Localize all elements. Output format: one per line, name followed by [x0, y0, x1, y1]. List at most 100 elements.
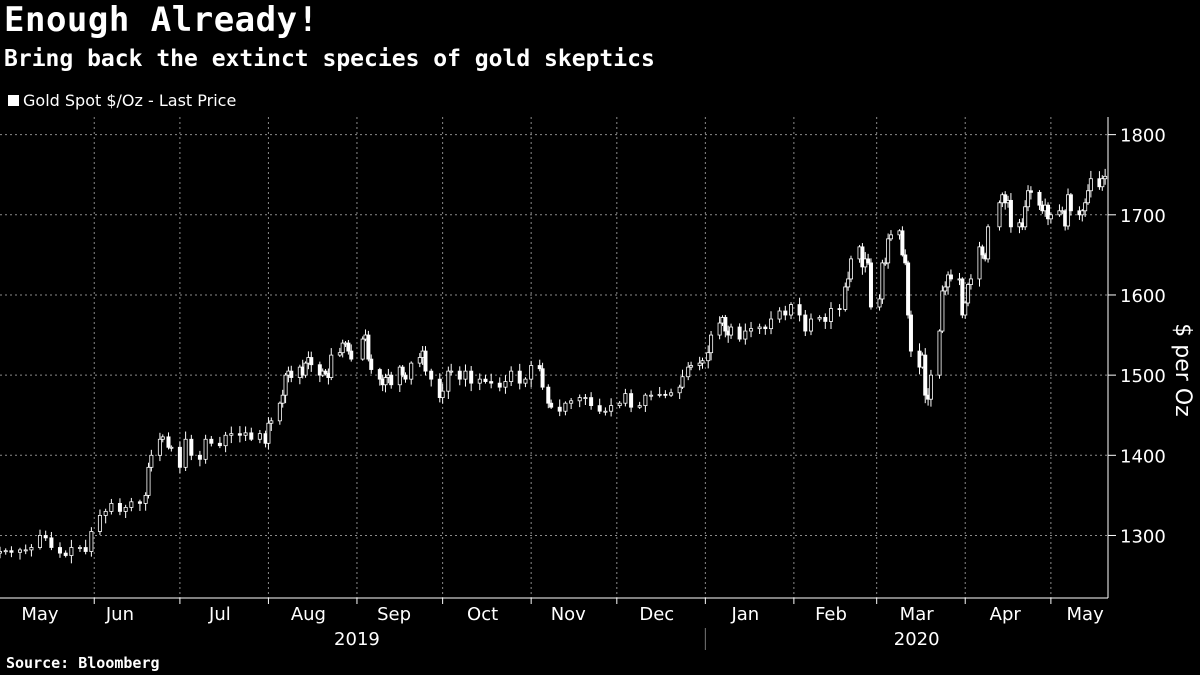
chart-title: Enough Already! [4, 0, 319, 40]
candle [706, 345, 711, 369]
candle [583, 394, 588, 406]
candle-body [743, 330, 748, 340]
candle [477, 373, 482, 391]
candle-body [1046, 204, 1051, 220]
candle-body [546, 386, 551, 404]
candle [166, 432, 171, 450]
candle [437, 373, 442, 403]
candle-body [366, 334, 371, 360]
candle-body [103, 511, 108, 516]
candle [183, 431, 188, 472]
candle [489, 373, 494, 389]
candle [249, 427, 254, 442]
candle-body [769, 318, 774, 330]
candle-body [940, 290, 945, 332]
legend-label: Gold Spot $/Oz - Last Price [23, 91, 237, 110]
candle-body [729, 326, 734, 336]
year-label-2020: 2020 [894, 629, 940, 650]
candle-body [403, 374, 408, 380]
candle [968, 274, 973, 290]
candle [1083, 198, 1088, 217]
candle [603, 407, 608, 416]
tick-label-y-1400: 1400 [1120, 446, 1166, 467]
candle-body [1008, 199, 1013, 228]
candle-body [903, 254, 908, 264]
candle-body [966, 284, 971, 304]
chart-subtitle: Bring back the extinct species of gold s… [4, 46, 655, 72]
candle [997, 200, 1002, 231]
candle-body [243, 432, 248, 436]
candle [777, 307, 782, 323]
candle-body [589, 397, 594, 407]
candle-body [237, 433, 242, 436]
candle [923, 348, 928, 404]
candle-body [997, 202, 1002, 228]
candle-body [637, 405, 642, 408]
candle-body [277, 402, 282, 422]
candle [649, 390, 654, 401]
candle-body [229, 433, 234, 436]
candle [900, 226, 905, 257]
candle [888, 230, 893, 242]
candle [483, 374, 488, 384]
candle-body [189, 438, 194, 456]
month-label-0: May [21, 604, 59, 625]
candle [557, 399, 562, 417]
candle-body [257, 433, 262, 440]
candle-body [23, 549, 28, 552]
month-label-11: Apr [990, 604, 1022, 625]
month-label-9: Feb [815, 604, 847, 625]
candle [643, 393, 648, 412]
candle [446, 366, 451, 399]
candle [689, 361, 694, 371]
candle [37, 529, 42, 550]
month-label-5: Oct [467, 604, 498, 625]
candle-body [223, 434, 228, 447]
candle [723, 314, 728, 338]
month-label-7: Dec [639, 604, 674, 625]
candle [149, 449, 154, 472]
candle [217, 436, 222, 449]
candle [757, 323, 762, 334]
candle-body [269, 420, 274, 424]
candle-body [1037, 191, 1042, 206]
candle [680, 369, 685, 389]
candle [846, 271, 851, 291]
candle-body [469, 370, 474, 384]
candle [1008, 193, 1013, 233]
candle [903, 249, 908, 266]
candle [749, 321, 754, 338]
candle-body [3, 550, 8, 553]
candle [1057, 204, 1062, 217]
candle [417, 353, 422, 368]
candle [400, 364, 405, 378]
candle [197, 450, 202, 467]
candle-body [1100, 178, 1105, 188]
candle [763, 324, 768, 335]
candle-body [723, 317, 728, 332]
candle [3, 548, 8, 555]
candle-body [440, 390, 445, 398]
candle [960, 277, 965, 319]
candle [340, 339, 345, 358]
candle [146, 462, 151, 499]
candle-body [797, 304, 802, 316]
candle-body [349, 350, 354, 360]
candle-body [549, 402, 554, 408]
candle [549, 399, 554, 409]
candle [397, 365, 402, 393]
candle-body [669, 392, 674, 396]
candle-body [109, 503, 114, 512]
candle [848, 255, 853, 283]
candle-body [317, 364, 322, 376]
candle-body [303, 362, 308, 376]
candle-body [477, 378, 482, 384]
candle-body [83, 547, 88, 552]
year-label-2019: 2019 [334, 629, 380, 650]
candle [1003, 191, 1008, 210]
axes [0, 117, 1116, 650]
candle-body [57, 547, 62, 554]
candle [743, 323, 748, 345]
candle-body [160, 436, 165, 440]
candle-body [980, 246, 985, 256]
